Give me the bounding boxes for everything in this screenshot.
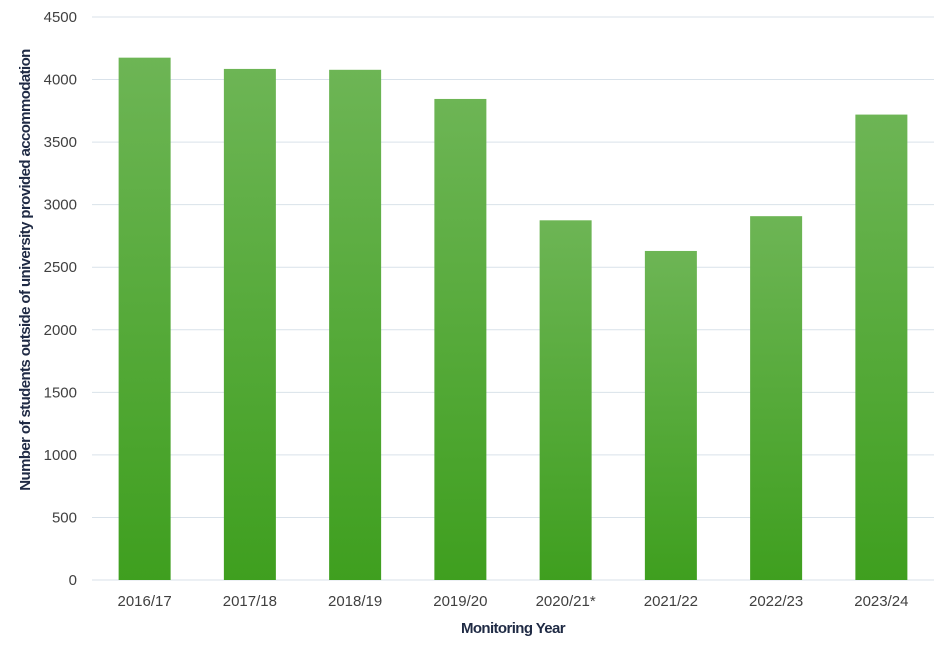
y-tick-label: 4500 (44, 9, 77, 26)
y-tick-label: 500 (52, 509, 77, 526)
x-tick-label: 2019/20 (433, 593, 487, 610)
y-tick-label: 4000 (44, 72, 77, 89)
y-axis-title: Number of students outside of university… (17, 49, 34, 491)
y-tick-label: 3000 (44, 197, 77, 214)
x-tick-label: 2016/17 (118, 593, 172, 610)
x-axis-title: Monitoring Year (461, 620, 566, 637)
bar (855, 114, 908, 580)
bars (118, 57, 908, 581)
x-tick-label: 2017/18 (223, 593, 277, 610)
x-tick-label: 2018/19 (328, 593, 382, 610)
bar (434, 98, 487, 580)
gridlines (92, 16, 934, 581)
y-tick-label: 2000 (44, 322, 77, 339)
bar (539, 220, 592, 581)
y-axis-ticks: 0 500 1000 1500 2000 2500 3000 3500 4000 4500 (44, 9, 77, 589)
x-tick-label: 2021/22 (644, 593, 698, 610)
x-tick-label: 2023/24 (854, 593, 908, 610)
bar (118, 57, 171, 580)
bar (223, 68, 276, 580)
x-tick-label: 2022/23 (749, 593, 803, 610)
y-tick-label: 2500 (44, 259, 77, 276)
x-tick-label: 2020/21* (536, 593, 596, 610)
y-tick-label: 1000 (44, 447, 77, 464)
bar (750, 216, 803, 581)
y-tick-label: 1500 (44, 384, 77, 401)
y-tick-label: 3500 (44, 134, 77, 151)
y-tick-label: 0 (69, 572, 77, 589)
x-axis-ticks: 2016/17 2017/18 2018/19 2019/20 2020/21* 2021… (118, 593, 909, 610)
bar (329, 69, 382, 581)
bar (644, 250, 697, 581)
